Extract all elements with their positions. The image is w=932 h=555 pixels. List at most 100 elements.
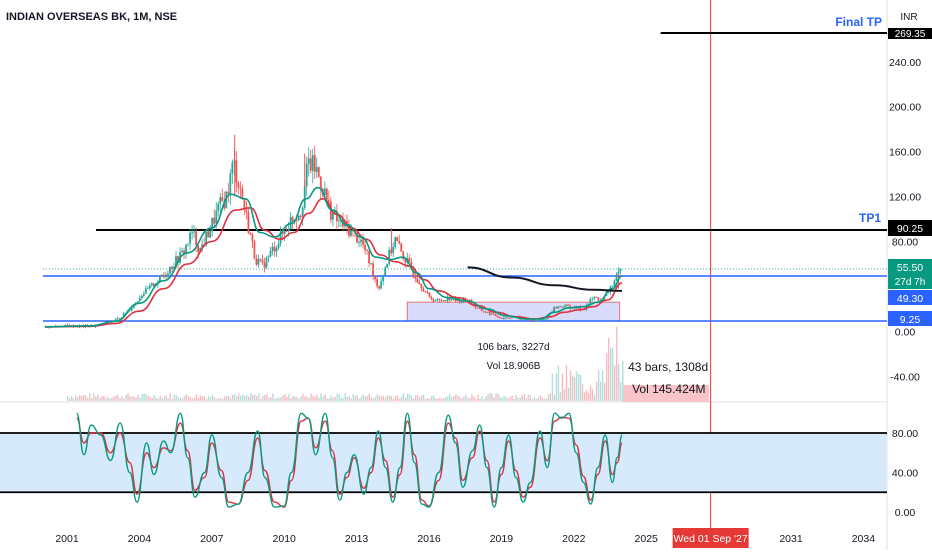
candle-body (215, 210, 218, 224)
volume-bar (354, 395, 356, 401)
volume-bar (591, 389, 594, 401)
volume-bar (539, 395, 542, 401)
time-tick-label: 2007 (200, 533, 224, 545)
candle-body (323, 188, 326, 196)
volume-bar (567, 387, 570, 401)
price-axis: 240.00 200.00 160.00 120.00 80.00 0.00 -40.00 (889, 57, 921, 384)
volume-bar (356, 395, 358, 401)
volume-bar (378, 395, 381, 401)
volume-bar (143, 393, 145, 401)
candle-body (464, 297, 467, 300)
volume-bars (67, 326, 624, 401)
price-tick-label: 160.00 (889, 147, 921, 159)
volume-bar (270, 397, 272, 401)
candle-body (201, 244, 204, 248)
volume-bar (386, 395, 389, 401)
candle-body (555, 307, 558, 309)
volume-bar (193, 397, 196, 401)
candle-body (118, 318, 121, 320)
volume-bar (394, 396, 397, 401)
volume-bar (370, 397, 373, 401)
candle-body (301, 207, 304, 217)
candle-body (408, 258, 411, 262)
candle-body (271, 246, 274, 251)
symbol-title: INDIAN OVERSEAS BK, 1M, NSE (6, 11, 177, 23)
volume-bar (123, 398, 125, 401)
candle-body (241, 188, 244, 200)
volume-bar (437, 398, 439, 401)
volume-bar (231, 395, 234, 401)
volume-bar (412, 398, 415, 401)
volume-bar (113, 396, 115, 401)
volume-bar (521, 395, 523, 401)
volume-bar (392, 398, 395, 401)
volume-bar (185, 393, 188, 401)
candle-body (356, 232, 358, 243)
candle-body (432, 299, 435, 302)
currency-box[interactable] (888, 4, 932, 28)
volume-bar (380, 396, 383, 401)
candle-body (537, 320, 539, 322)
candle-body (335, 210, 338, 222)
price-tick-label: 80.00 (892, 237, 918, 249)
volume-bar (195, 394, 198, 401)
candle-body (436, 299, 439, 301)
volume-bar (268, 397, 270, 401)
candle-body (404, 259, 407, 263)
volume-bar (211, 394, 214, 401)
final-tp-value: 269.35 (895, 29, 926, 40)
volume-bar (187, 396, 190, 401)
candle-body (502, 318, 505, 319)
candle-body (392, 247, 395, 254)
candle-body (539, 319, 541, 321)
volume-bar (396, 395, 399, 401)
candle-body (173, 266, 175, 269)
candle-body (165, 274, 167, 276)
candle-body (410, 261, 413, 270)
candle-body (297, 215, 300, 221)
candle-body (277, 243, 280, 249)
volume-bar (489, 393, 491, 401)
candle-body (589, 299, 592, 304)
volume-bar (280, 397, 282, 401)
candle-body (496, 316, 499, 318)
candle-body (285, 230, 288, 232)
volume-bar (605, 352, 608, 401)
volume-bar (290, 398, 292, 401)
candle-body (114, 319, 117, 322)
volume-bar (324, 394, 326, 401)
volume-bar (579, 375, 582, 401)
volume-bar (541, 397, 544, 401)
time-tick-label: 2031 (779, 533, 803, 545)
volume-bar (360, 396, 363, 401)
candle-body (476, 307, 479, 309)
candle-body (305, 163, 308, 186)
candle-body (478, 308, 481, 309)
volume-bar (127, 393, 129, 401)
volume-bar (599, 381, 602, 401)
support-badge: 9.25 (888, 311, 932, 326)
volume-bar (233, 393, 236, 401)
volume-bar (67, 396, 69, 401)
volume-bar (137, 394, 139, 401)
candle-body (450, 299, 453, 301)
candle-body (209, 230, 212, 238)
volume-bar (245, 395, 248, 401)
candle-body (510, 317, 513, 319)
volume-bar (374, 396, 377, 401)
candle-body (229, 173, 232, 194)
volume-bar (219, 397, 222, 401)
volume-bar (286, 396, 288, 401)
volume-bar (103, 395, 105, 401)
volume-bar (284, 394, 286, 401)
volume-bar (507, 398, 509, 401)
range2-bars-label: 43 bars, 1308d (628, 360, 708, 374)
volume-bar (376, 394, 379, 401)
candle-body (177, 256, 179, 263)
candle-body (529, 319, 531, 321)
volume-bar (87, 397, 89, 401)
candle-body (442, 300, 445, 301)
volume-bar (563, 389, 566, 401)
